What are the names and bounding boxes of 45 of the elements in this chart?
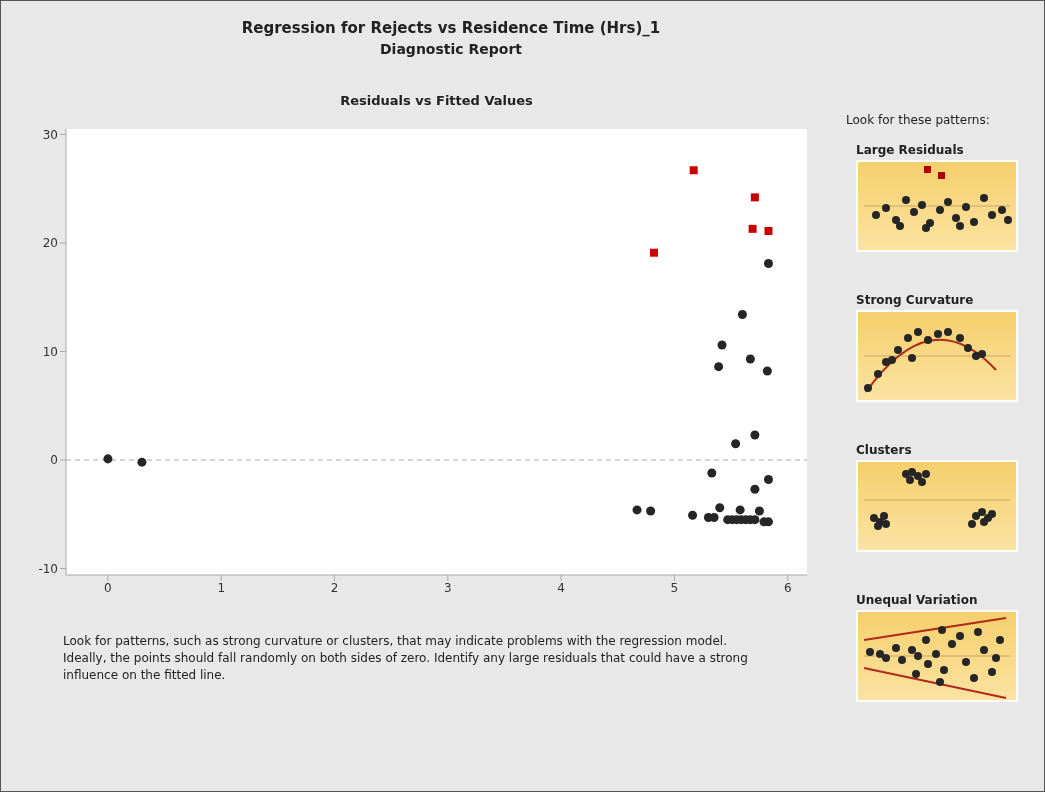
text: Large Residuals: [856, 143, 965, 157]
point: [748, 224, 757, 233]
text: Unequal Variation: [856, 593, 979, 607]
chart-subtitle: Diagnostic Report: [379, 41, 523, 57]
x-tick-label: 0: [104, 580, 112, 595]
point: [714, 362, 724, 372]
point: [707, 468, 717, 478]
point: [688, 510, 698, 520]
text: Look for these patterns:: [846, 113, 990, 127]
point: [762, 366, 772, 376]
point: [764, 227, 773, 235]
chart-title: Regression for Rejects vs Residence Time (Hrs)_1: [240, 19, 662, 37]
point: [750, 430, 760, 440]
text: Residuals vs Fitted Values: [339, 93, 534, 108]
text: Clusters: [856, 443, 913, 457]
y-tick-label: 20: [42, 236, 58, 251]
y-tick-label: -10: [38, 561, 58, 576]
point: [735, 505, 745, 515]
point: [689, 166, 698, 175]
point: [763, 475, 773, 485]
point: [737, 310, 747, 320]
point: [717, 340, 727, 350]
point: [731, 439, 741, 449]
x-tick-label: 3: [444, 580, 452, 595]
x-tick-label: 6: [783, 580, 792, 595]
point: [103, 454, 113, 464]
y-tick-label: 10: [42, 344, 58, 359]
point: [750, 484, 760, 494]
x-tick-label: 5: [670, 580, 679, 595]
y-tick-label: 0: [50, 453, 58, 468]
point: [650, 248, 659, 257]
x-tick-label: 2: [330, 580, 339, 595]
x-tick-label: 1: [217, 580, 226, 595]
point: [632, 505, 642, 515]
point: [715, 503, 725, 513]
text: Strong Curvature: [856, 293, 975, 307]
text: Look for patterns, such as strong curvature or clusters, that may indicate problems with the regression model. Ideally, the points should fall randomly on both sides of zero. Identify any large residuals that could have a strong influence on the fitted line.: [63, 633, 749, 684]
x-tick-label: 4: [557, 580, 565, 595]
point: [754, 506, 764, 516]
point: [745, 354, 755, 364]
point: [137, 457, 147, 467]
point: [750, 193, 759, 202]
point: [763, 259, 773, 269]
y-tick-label: 30: [42, 127, 58, 142]
point: [646, 506, 656, 516]
